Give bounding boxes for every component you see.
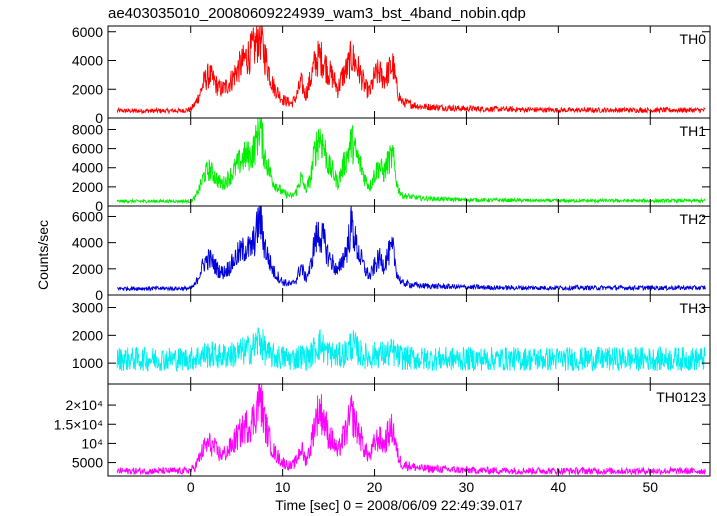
x-tick-label: 40 [551, 479, 567, 495]
x-axis-label: Time [sec] 0 = 2008/06/09 22:49:39.017 [275, 497, 523, 513]
x-tick-label: 0 [187, 479, 195, 495]
y-tick-label: 0 [95, 110, 103, 126]
y-tick-label: 1.5×10⁴ [54, 416, 103, 432]
panel-label-th3: TH3 [680, 300, 707, 316]
y-tick-label: 4000 [72, 235, 103, 251]
y-tick-label: 2000 [72, 261, 103, 277]
y-tick-label: 2000 [72, 81, 103, 97]
panel-frame-th3 [107, 294, 711, 385]
series-line-th0 [116, 25, 706, 115]
series-line-th3 [116, 327, 706, 373]
y-axis-label: Counts/sec [35, 220, 51, 290]
y-tick-label: 4000 [72, 160, 103, 176]
x-tick-label: 20 [367, 479, 383, 495]
y-tick-label: 8000 [72, 121, 103, 137]
y-tick-label: 10⁴ [81, 435, 103, 451]
series-line-th2 [116, 205, 706, 292]
panel-frame-th0123 [107, 383, 711, 477]
y-tick-label: 1000 [72, 355, 103, 371]
y-tick-label: 2×10⁴ [65, 397, 103, 413]
y-tick-label: 4000 [72, 53, 103, 69]
y-tick-label: 2000 [72, 179, 103, 195]
panel-label-th1: TH1 [680, 123, 707, 139]
x-tick-label: 50 [642, 479, 658, 495]
series-line-th1 [116, 117, 706, 205]
x-tick-label: 30 [459, 479, 475, 495]
y-tick-label: 2000 [72, 327, 103, 343]
panel-frame-th2 [107, 205, 711, 296]
y-tick-label: 3000 [72, 300, 103, 316]
chart-title: ae403035010_20080609224939_wam3_bst_4ban… [108, 5, 526, 22]
y-tick-label: 5000 [72, 455, 103, 471]
panel-frame-th0 [107, 25, 711, 119]
series-line-th0123 [116, 383, 706, 476]
panel-label-th0: TH0 [680, 31, 707, 47]
y-tick-label: 0 [95, 287, 103, 303]
panel-label-th0123: TH0123 [656, 389, 706, 405]
y-tick-label: 6000 [72, 208, 103, 224]
x-tick-label: 10 [275, 479, 291, 495]
y-tick-label: 6000 [72, 141, 103, 157]
panel-label-th2: TH2 [680, 211, 707, 227]
y-tick-label: 6000 [72, 24, 103, 40]
y-tick-label: 0 [95, 198, 103, 214]
